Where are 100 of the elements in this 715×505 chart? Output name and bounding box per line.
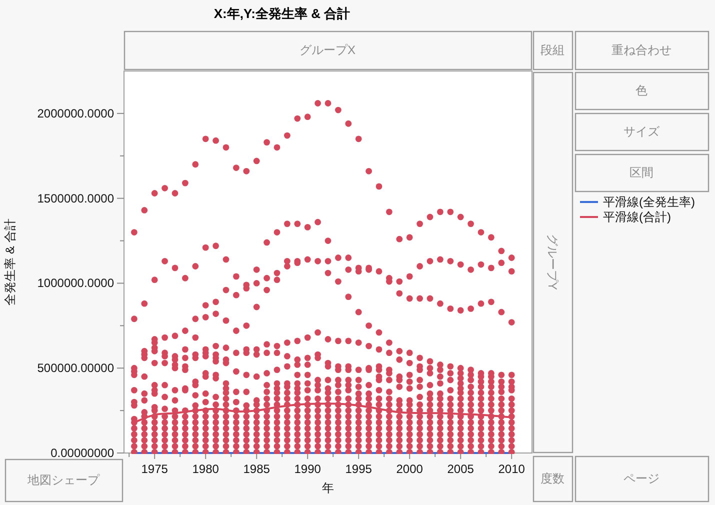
point: [294, 220, 301, 227]
point: [355, 308, 362, 316]
point: [508, 437, 515, 444]
point: [396, 236, 403, 242]
point: [468, 419, 474, 426]
point: [396, 431, 403, 438]
point: [437, 448, 444, 454]
drop-zone: 地図シェープ: [4, 458, 124, 502]
point: [222, 395, 230, 402]
point: [294, 437, 301, 444]
point: [468, 425, 474, 432]
point: [172, 397, 178, 404]
point: [192, 443, 199, 450]
point: [355, 413, 362, 420]
point: [468, 372, 474, 378]
point: [447, 443, 454, 450]
point: [162, 425, 168, 432]
point: [294, 443, 301, 450]
point: [253, 431, 260, 438]
point: [335, 431, 342, 438]
point: [304, 114, 311, 120]
point: [233, 443, 240, 450]
point: [498, 308, 505, 316]
point: [274, 342, 280, 350]
point: [437, 256, 444, 263]
point: [416, 431, 423, 438]
point: [264, 341, 270, 348]
point: [314, 419, 321, 426]
point: [345, 395, 352, 402]
point: [253, 373, 260, 380]
point: [355, 339, 362, 346]
point: [396, 419, 403, 426]
point: [355, 437, 362, 444]
point: [508, 401, 515, 408]
point: [253, 437, 260, 444]
point: [426, 358, 434, 365]
point: [498, 437, 505, 444]
point: [386, 388, 392, 396]
point: [386, 376, 392, 384]
point: [212, 310, 219, 317]
point: [478, 443, 484, 450]
point: [284, 437, 290, 444]
point: [274, 419, 280, 426]
point: [396, 290, 403, 297]
point: [141, 437, 148, 444]
point: [222, 344, 230, 351]
point: [274, 144, 280, 151]
point: [284, 132, 290, 139]
point: [406, 448, 413, 454]
point: [314, 258, 321, 264]
point: [141, 300, 148, 307]
point: [426, 413, 434, 420]
point: [498, 443, 505, 450]
point: [202, 136, 209, 142]
point: [212, 431, 219, 438]
point: [468, 376, 474, 384]
point: [488, 448, 494, 454]
point: [172, 264, 178, 272]
point: [253, 448, 260, 454]
point: [233, 328, 240, 334]
point: [335, 254, 342, 261]
point: [314, 386, 321, 394]
point: [457, 448, 464, 454]
point: [335, 376, 342, 384]
point: [314, 443, 321, 450]
point: [366, 443, 372, 450]
point: [264, 437, 270, 444]
point: [151, 276, 158, 284]
point: [284, 448, 290, 454]
point: [253, 401, 260, 408]
point: [212, 394, 219, 400]
point: [202, 390, 209, 397]
point: [324, 336, 332, 342]
point: [324, 425, 332, 432]
point: [366, 431, 372, 438]
point: [314, 376, 321, 384]
point: [366, 382, 372, 388]
drop-zone: 色: [574, 72, 710, 110]
legend-label: 平滑線(全発生率): [603, 195, 695, 209]
point: [294, 448, 301, 454]
point: [141, 448, 148, 454]
point: [406, 360, 413, 366]
point: [264, 425, 270, 432]
point: [345, 443, 352, 450]
point: [253, 280, 260, 286]
point: [457, 437, 464, 444]
point: [376, 386, 382, 394]
point: [233, 398, 240, 406]
point: [324, 395, 332, 402]
point: [294, 407, 301, 414]
point: [376, 425, 382, 432]
point: [233, 388, 240, 396]
point: [182, 180, 188, 186]
point: [222, 401, 230, 408]
point: [366, 419, 372, 426]
point: [468, 407, 474, 414]
point: [437, 419, 444, 426]
x-tick-label: 1990: [294, 462, 322, 476]
point: [416, 401, 423, 408]
point: [437, 425, 444, 432]
